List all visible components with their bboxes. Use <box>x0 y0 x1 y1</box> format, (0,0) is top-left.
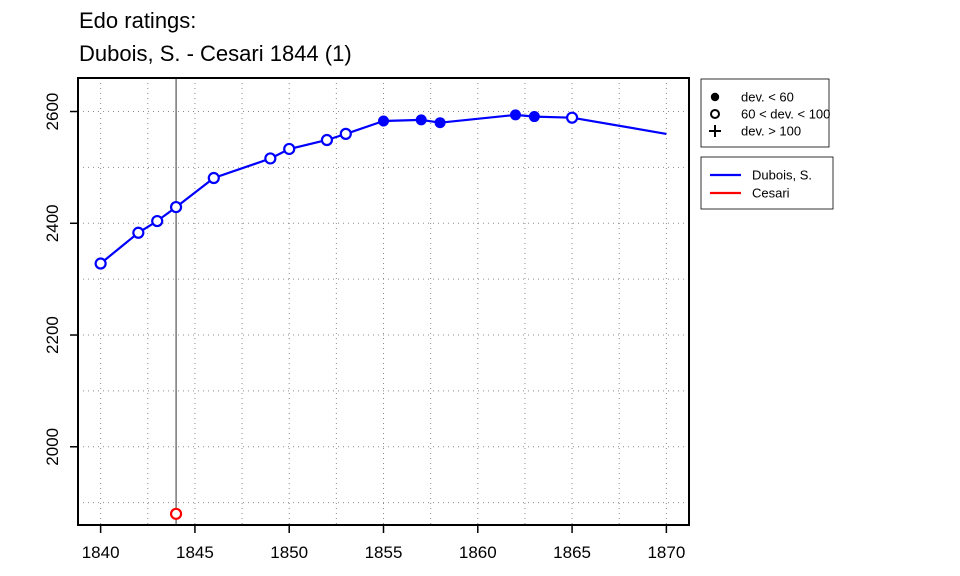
data-point-open <box>169 200 183 214</box>
y-tick-label: 2400 <box>43 204 62 242</box>
x-tick-label: 1865 <box>553 543 591 562</box>
y-tick-label: 2000 <box>43 428 62 466</box>
data-point-open <box>320 133 334 147</box>
x-tick-label: 1870 <box>647 543 685 562</box>
x-tick-label: 1855 <box>365 543 403 562</box>
x-axis: 1840 1845 1850 1855 1860 1865 1870 <box>82 525 685 562</box>
series-line-0 <box>99 113 667 265</box>
data-point-open <box>132 226 145 239</box>
data-point-open <box>283 142 296 156</box>
y-tick-label: 2600 <box>43 93 62 131</box>
grid-lines <box>78 78 689 525</box>
legend-symbol-open-circle <box>710 109 720 119</box>
data-point-filled <box>528 111 540 123</box>
series-legend-box <box>700 156 834 210</box>
y-tick-label: 2200 <box>43 316 62 354</box>
data-point-open <box>94 257 107 270</box>
data-point-open <box>151 214 164 228</box>
deviation-legend-label: 60 < dev. < 100 <box>741 107 830 122</box>
data-point-open <box>207 171 220 185</box>
data-point-open <box>565 111 579 124</box>
x-tick-label: 1850 <box>270 543 308 562</box>
data-point-filled <box>378 115 389 127</box>
deviation-legend-label: dev. > 100 <box>741 124 801 139</box>
data-point-filled <box>434 117 446 129</box>
data-point-filled <box>510 109 522 121</box>
deviation-legend-box <box>700 78 830 148</box>
deviation-legend-label: dev. < 60 <box>741 90 794 105</box>
deviation-legend: dev. < 60 60 < dev. < 100 dev. > 100 <box>700 78 830 148</box>
chart-title: Edo ratings: Dubois, S. - Cesari 1844 (1… <box>79 8 352 66</box>
series-points <box>94 109 579 520</box>
x-tick-label: 1840 <box>82 543 120 562</box>
series-legend-label: Cesari <box>752 186 790 201</box>
series-legend: Dubois, S. Cesari <box>700 156 834 210</box>
chart-title-line-2: Dubois, S. - Cesari 1844 (1) <box>79 41 352 66</box>
data-point-open <box>169 507 183 520</box>
legend-symbol-filled-circle <box>710 92 720 102</box>
data-point-filled <box>415 114 427 126</box>
chart-title-line-1: Edo ratings: <box>79 8 196 33</box>
series-lines <box>99 113 667 265</box>
x-tick-label: 1860 <box>459 543 497 562</box>
plot-frame <box>77 77 690 526</box>
series-legend-label: Dubois, S. <box>752 168 812 183</box>
x-tick-label: 1845 <box>176 543 214 562</box>
y-axis: 2000 2200 2400 2600 <box>43 93 78 466</box>
legend-symbol-plus <box>709 125 721 137</box>
data-point-open <box>339 127 352 140</box>
data-point-open <box>264 152 277 165</box>
